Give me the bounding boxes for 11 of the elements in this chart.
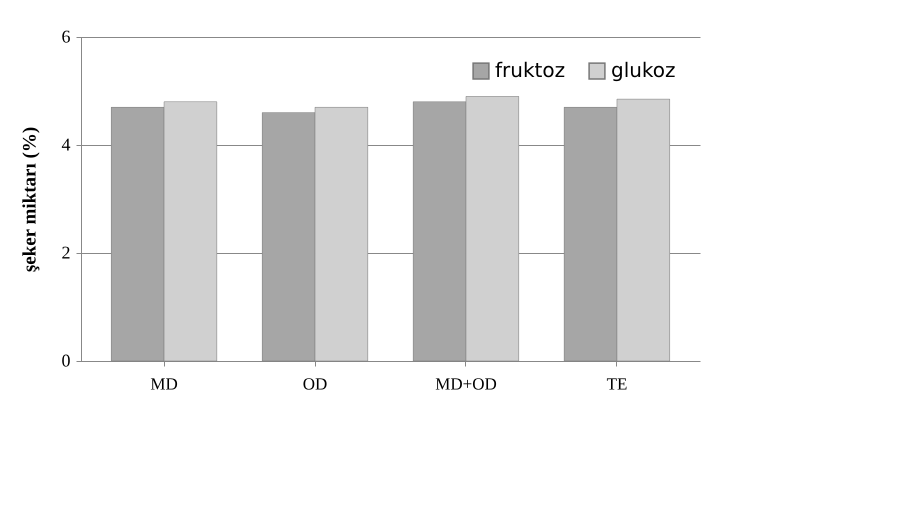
y-axis-title: şeker miktarı (%) bbox=[20, 126, 40, 272]
x-tick-label: TE bbox=[606, 374, 628, 394]
x-tick-label: OD bbox=[302, 374, 328, 394]
x-tick-label: MD+OD bbox=[435, 374, 497, 394]
y-tick-label: 6 bbox=[62, 26, 70, 46]
y-tick-label: 4 bbox=[62, 134, 70, 154]
legend-label: glukoz bbox=[611, 58, 676, 82]
y-tick-label: 2 bbox=[62, 242, 70, 262]
y-tick-label: 0 bbox=[62, 350, 70, 370]
legend-label: fruktoz bbox=[495, 58, 566, 82]
x-tick-label: MD bbox=[150, 374, 178, 394]
